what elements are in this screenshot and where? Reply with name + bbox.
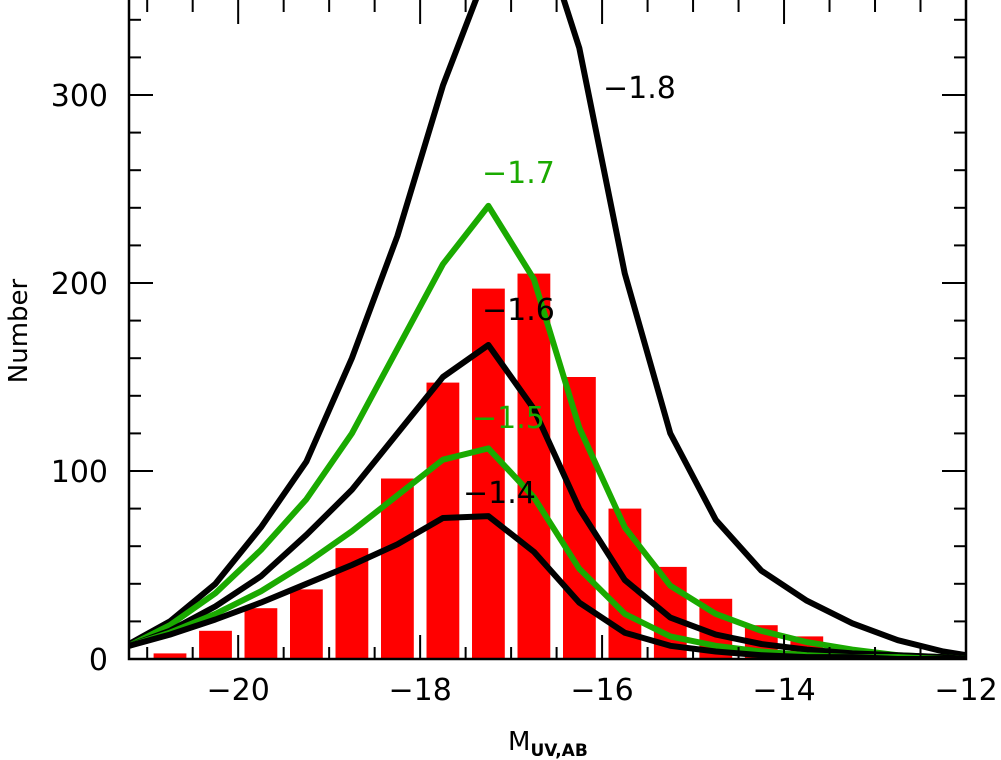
x-tick-label: −20 [207, 673, 270, 708]
model-curve-line [129, 513, 966, 659]
histogram-bar [381, 478, 414, 659]
tick-labels-layer: −20 −18 −16 −14 −12 0 100 200 300 [51, 79, 998, 708]
curve-label: −1.7 [482, 156, 555, 191]
ticks-layer [129, 0, 967, 660]
y-tick-label: 0 [89, 643, 108, 678]
axes-layer [127, 0, 968, 661]
curve-label: −1.6 [482, 293, 555, 328]
y-axis-title: Number [4, 278, 34, 383]
model-curve-line [129, 202, 966, 659]
histogram-bar [517, 273, 551, 659]
model-curve-line [129, 342, 966, 659]
x-axis-title-main: M [508, 727, 530, 757]
x-axis-title: MUV,AB [508, 727, 588, 760]
x-tick-label: −14 [752, 673, 815, 708]
x-tick-label: −16 [570, 673, 633, 708]
curve-label: −1.8 [603, 71, 676, 106]
x-tick-label: −18 [388, 673, 451, 708]
y-tick-label: 300 [51, 79, 108, 114]
x-axis-title-subscript: UV,AB [530, 741, 587, 760]
bars-layer [153, 273, 824, 659]
histogram-bar [244, 608, 278, 659]
lines-layer [129, 0, 966, 659]
plot-frame [127, 0, 968, 661]
curve-labels-layer: −1.8 −1.7 −1.6 −1.5 −1.4 [463, 71, 676, 511]
model-curve-line [129, 0, 966, 659]
histogram-bar [290, 589, 323, 659]
x-tick-label: −12 [934, 673, 997, 708]
curve-label: −1.4 [463, 476, 536, 511]
y-tick-label: 100 [51, 455, 108, 490]
histogram-bar [153, 653, 187, 659]
curve-label: −1.5 [472, 401, 545, 436]
y-tick-label: 200 [51, 267, 108, 302]
histogram-bar [199, 630, 232, 659]
